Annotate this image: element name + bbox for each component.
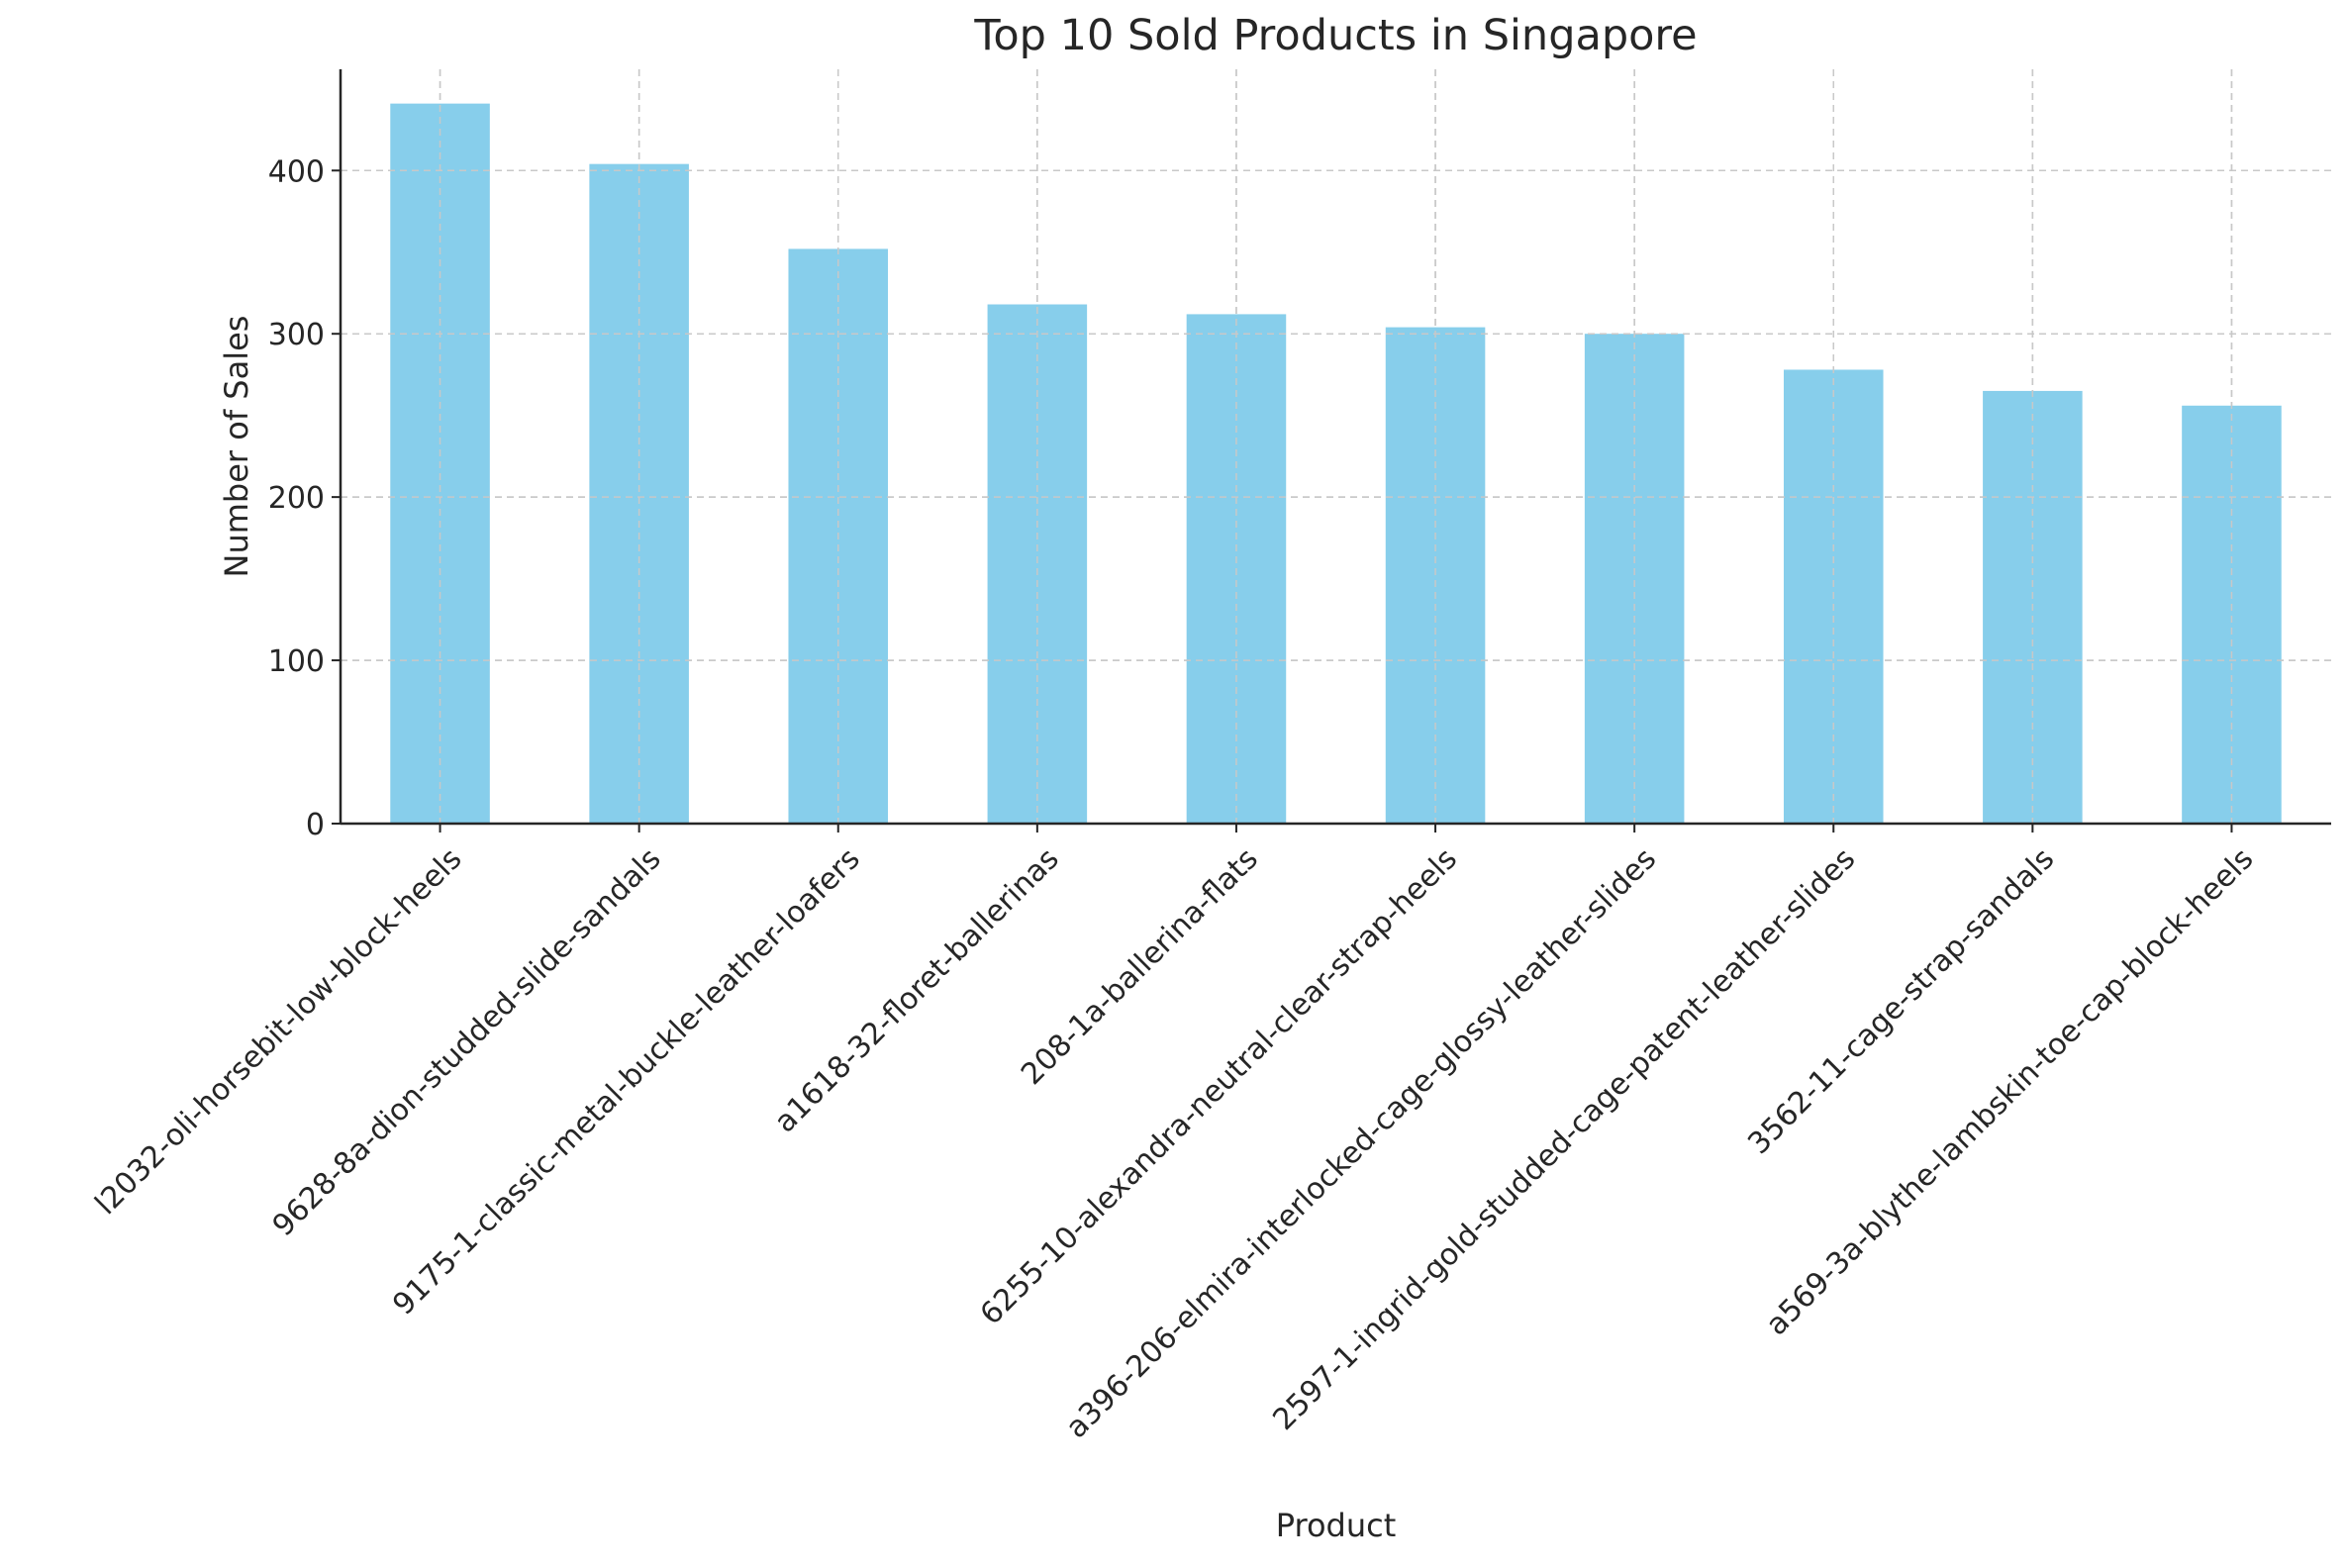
y-tick-label: 400: [268, 154, 325, 189]
y-tick-label: 100: [268, 644, 325, 679]
x-axis-title: Product: [1276, 1507, 1397, 1544]
chart-title: Top 10 Sold Products in Singapore: [973, 11, 1697, 60]
x-tick-label: l2032-oli-horsebit-low-block-heels: [88, 841, 468, 1222]
y-tick-label: 0: [306, 808, 325, 842]
y-axis-ticks: 0 100 200 300 400: [268, 154, 341, 842]
y-tick-label: 200: [268, 481, 325, 516]
x-axis-ticks: l2032-oli-horsebit-low-block-heels9628-8…: [88, 824, 2260, 1445]
y-tick-label: 300: [268, 318, 325, 352]
y-axis-title: Number of Sales: [218, 316, 255, 578]
x-tick-label: 9175-1-classic-metal-buckle-leather-loaf…: [386, 841, 866, 1322]
x-tick-label: 9628-8a-dion-studded-slide-sandals: [266, 841, 668, 1243]
x-tick-label: 6255-10-alexandra-neutral-clear-strap-he…: [974, 841, 1464, 1331]
bars: [341, 69, 2331, 825]
